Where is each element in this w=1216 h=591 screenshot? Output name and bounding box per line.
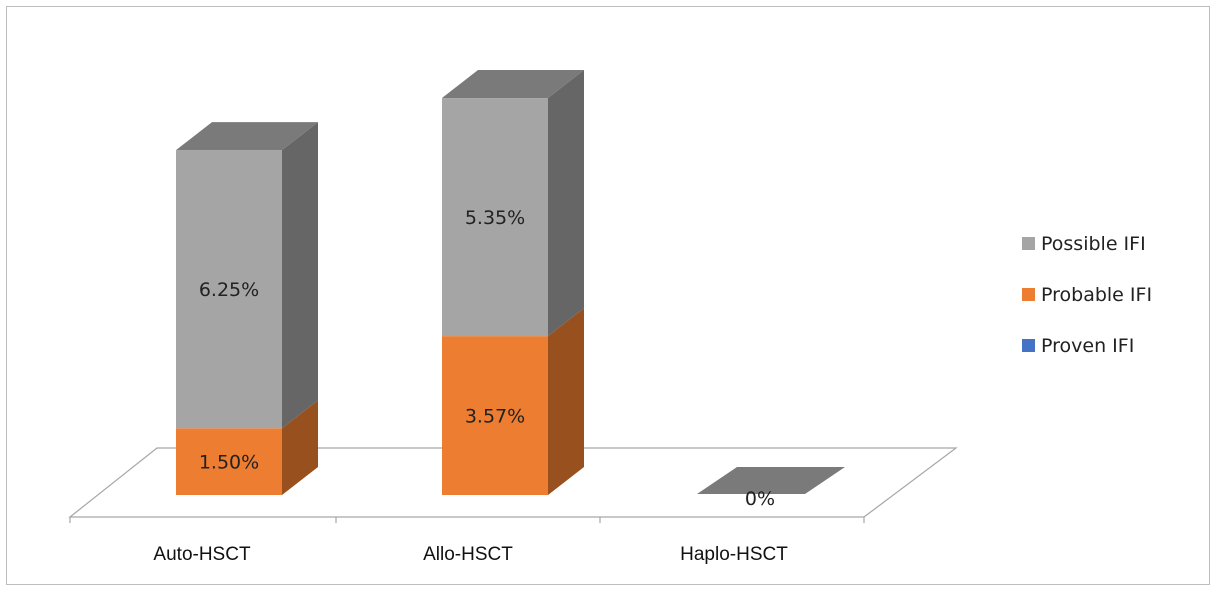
legend-swatch-probable-ifi [1022, 288, 1035, 301]
bar-value-label: 3.57% [465, 406, 525, 428]
legend-label: Probable IFI [1041, 284, 1152, 306]
bar-value-label: 0% [745, 488, 775, 510]
x-tick-label: Haplo-HSCT [680, 544, 788, 565]
bar-top-allo-hsct [442, 70, 584, 99]
bar-top-auto-hsct [176, 122, 318, 151]
legend-swatch-proven-ifi [1022, 339, 1035, 352]
bar-side-allo-hsct-probable-ifi [548, 308, 584, 495]
bar-side-auto-hsct-probable-ifi [282, 400, 318, 495]
bar-side-auto-hsct-possible-ifi [282, 122, 318, 429]
x-tick-label: Auto-HSCT [153, 544, 251, 565]
bar-value-label: 1.50% [199, 452, 259, 474]
legend-label: Proven IFI [1041, 335, 1134, 357]
bar-top-haplo-hsct [697, 467, 845, 494]
bar-front-auto-hsct-probable-ifi [176, 428, 282, 495]
bar-front-allo-hsct-possible-ifi [442, 98, 548, 337]
bar-value-label: 5.35% [465, 207, 525, 229]
legend-swatch-possible-ifi [1022, 237, 1035, 250]
bar-front-auto-hsct-possible-ifi [176, 150, 282, 429]
legend-label: Possible IFI [1041, 233, 1146, 255]
x-tick-label: Allo-HSCT [423, 544, 513, 565]
bar-value-label: 6.25% [199, 279, 259, 301]
bar-side-allo-hsct-possible-ifi [548, 70, 584, 337]
bar-front-allo-hsct-probable-ifi [442, 336, 548, 495]
